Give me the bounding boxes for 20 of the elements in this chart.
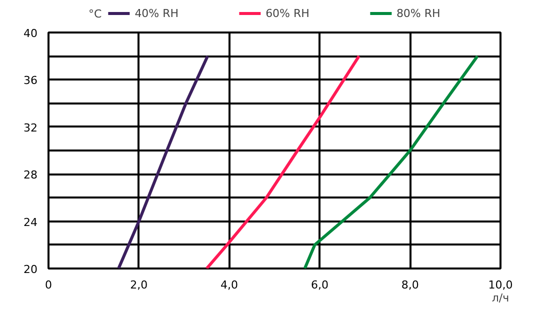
y-tick-label: 36: [24, 74, 38, 88]
x-tick-label: 2,0: [130, 278, 148, 292]
legend-label: 80% RH: [396, 6, 440, 20]
line-series: [117, 54, 210, 268]
x-tick-label: 0: [45, 278, 52, 292]
line-series: [205, 54, 361, 268]
x-tick-label: 8,0: [401, 278, 419, 292]
y-tick-label: 40: [24, 27, 38, 40]
line-series: [303, 54, 479, 268]
x-axis-title: л/ч: [492, 292, 510, 304]
legend-label: 60% RH: [266, 6, 310, 20]
y-tick-label: 32: [24, 121, 38, 134]
x-tick-label: 6,0: [310, 278, 328, 292]
y-tick-label: 28: [24, 168, 38, 182]
x-tick-label: 10,0: [488, 278, 513, 292]
y-tick-label: 24: [24, 216, 38, 229]
legend-label: 40% RH: [134, 6, 179, 20]
y-axis-title: °C: [88, 8, 102, 20]
x-tick-label: 4,0: [220, 278, 238, 292]
y-tick-label: 20: [24, 263, 38, 276]
